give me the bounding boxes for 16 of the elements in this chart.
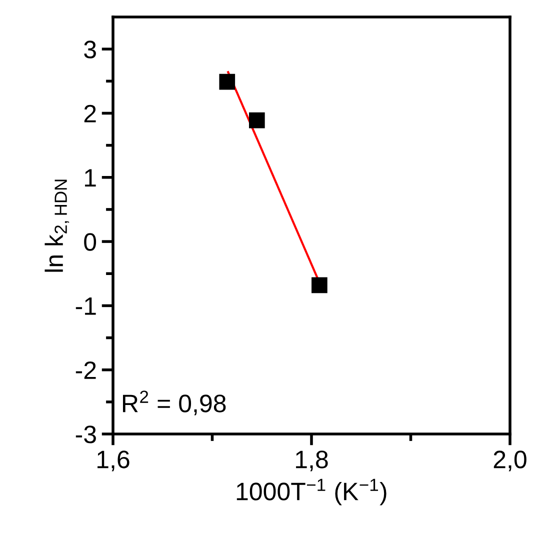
y-tick-label: 3 — [84, 40, 96, 58]
annotation: R$^{2}$ = 0,98 — [122, 390, 226, 416]
point — [312, 277, 328, 294]
y-tick-label: -1 — [76, 298, 96, 315]
x-axis-title: 1000T$^{−1}$ (K$^{−1}$) — [236, 478, 386, 506]
y-tick-label: -3 — [76, 426, 96, 444]
x-tick-label: 1,8 — [296, 450, 328, 472]
y-tick-label: 0 — [84, 233, 96, 251]
point — [248, 112, 265, 128]
y-tick-label: 1 — [85, 169, 96, 186]
y-tick-label: 2 — [84, 104, 96, 122]
y-axis-title: ln k$_{2,HDN}$ — [44, 180, 70, 272]
x-tick-label: 2,0 — [494, 450, 526, 472]
y-tick-label: -2 — [76, 361, 96, 379]
point — [219, 74, 236, 90]
x-tick-label: 1,6 — [98, 450, 130, 472]
